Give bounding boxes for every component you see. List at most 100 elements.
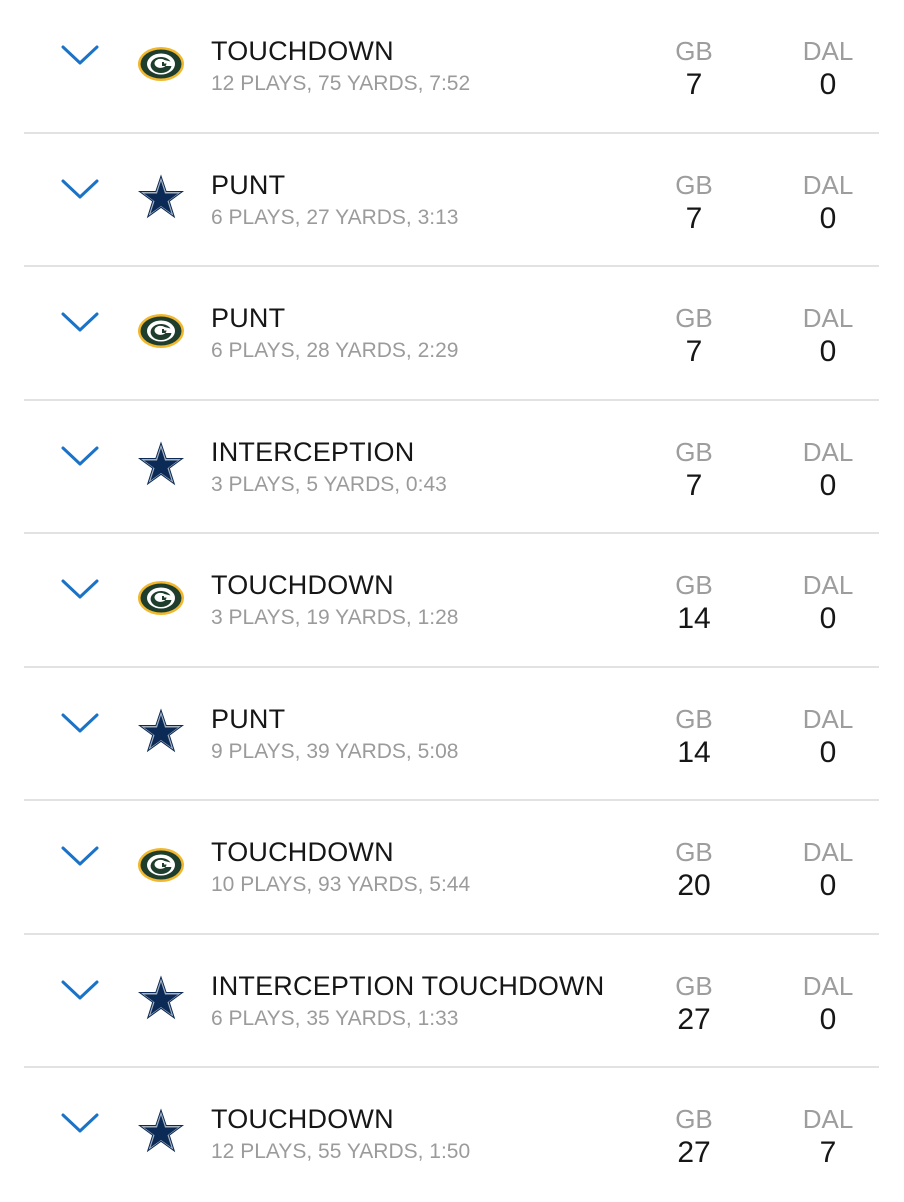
row-divider: [24, 265, 879, 267]
cowboys-star-icon: [137, 1108, 185, 1153]
chevron-down-icon[interactable]: [60, 843, 100, 869]
away-team-abbr: DAL: [802, 36, 854, 66]
home-score-column: GB 27: [644, 1104, 744, 1172]
away-score: 7: [819, 1136, 837, 1169]
away-score: 0: [819, 68, 837, 101]
home-team-abbr: GB: [675, 36, 713, 66]
away-score: 0: [819, 1002, 837, 1036]
drive-summary: 12 PLAYS, 55 YARDS, 1:50: [211, 1140, 471, 1163]
chevron-down-icon[interactable]: [60, 42, 100, 68]
row-divider: [24, 799, 879, 801]
home-team-abbr: GB: [675, 703, 713, 734]
home-score-column: GB 7: [644, 437, 744, 505]
drive-summary: 6 PLAYS, 27 YARDS, 3:13: [211, 205, 459, 229]
home-score-column: GB 7: [644, 36, 744, 104]
drive-result: PUNT: [211, 169, 286, 200]
chevron-down-icon[interactable]: [60, 977, 100, 1003]
drive-result: TOUCHDOWN: [211, 1104, 394, 1134]
home-score: 27: [677, 1136, 711, 1169]
away-score: 0: [819, 869, 837, 902]
packers-logo-icon: [138, 581, 184, 615]
home-score-column: GB 14: [644, 570, 744, 638]
chevron-down-icon[interactable]: [60, 576, 100, 602]
drive-summary: 3 PLAYS, 19 YARDS, 1:28: [211, 606, 459, 629]
row-divider: [24, 932, 879, 935]
away-score: 0: [819, 201, 837, 235]
home-score: 7: [685, 201, 703, 235]
away-score-column: DAL 0: [778, 36, 878, 104]
row-divider: [24, 665, 879, 668]
drive-result: TOUCHDOWN: [211, 570, 394, 600]
drive-row[interactable]: TOUCHDOWN 3 PLAYS, 19 YARDS, 1:28 GB 14 …: [0, 534, 904, 668]
away-score-column: DAL 0: [778, 437, 878, 505]
drive-summary: 9 PLAYS, 39 YARDS, 5:08: [211, 739, 459, 763]
home-score: 27: [677, 1002, 711, 1036]
away-score-column: DAL 0: [778, 570, 878, 638]
packers-logo-icon: [138, 47, 184, 81]
row-divider: [24, 398, 879, 401]
away-team-abbr: DAL: [802, 169, 854, 200]
drive-summary: 6 PLAYS, 28 YARDS, 2:29: [211, 339, 459, 362]
chevron-down-icon[interactable]: [60, 443, 100, 469]
drive-row[interactable]: TOUCHDOWN 10 PLAYS, 93 YARDS, 5:44 GB 20…: [0, 801, 904, 935]
drive-result: TOUCHDOWN: [211, 36, 394, 66]
home-score-column: GB 20: [644, 837, 744, 905]
away-team-abbr: DAL: [802, 970, 854, 1001]
packers-logo-icon: [138, 314, 184, 348]
away-score-column: DAL 0: [778, 170, 878, 238]
away-score: 0: [819, 602, 837, 635]
drive-row[interactable]: TOUCHDOWN 12 PLAYS, 75 YARDS, 7:52 GB 7 …: [0, 0, 904, 134]
drive-result: PUNT: [211, 703, 286, 734]
home-team-abbr: GB: [675, 303, 713, 333]
away-score-column: DAL 0: [778, 837, 878, 905]
drive-result: TOUCHDOWN: [211, 837, 394, 867]
away-team-abbr: DAL: [802, 436, 854, 467]
drive-row[interactable]: PUNT 9 PLAYS, 39 YARDS, 5:08 GB 14 DAL 0: [0, 668, 904, 801]
away-team-abbr: DAL: [802, 570, 854, 600]
away-score-column: DAL 0: [778, 704, 878, 772]
drive-result: PUNT: [211, 303, 286, 333]
chevron-down-icon[interactable]: [60, 1110, 100, 1136]
away-score-column: DAL 0: [778, 303, 878, 371]
chevron-down-icon[interactable]: [60, 710, 100, 736]
row-divider: [24, 131, 879, 134]
drive-row[interactable]: INTERCEPTION TOUCHDOWN 6 PLAYS, 35 YARDS…: [0, 935, 904, 1068]
away-score-column: DAL 7: [778, 1104, 878, 1172]
packers-logo-icon: [138, 848, 184, 882]
home-team-abbr: GB: [675, 436, 713, 467]
cowboys-star-icon: [137, 974, 185, 1019]
drive-row[interactable]: PUNT 6 PLAYS, 27 YARDS, 3:13 GB 7 DAL 0: [0, 134, 904, 267]
home-team-abbr: GB: [675, 970, 713, 1001]
drive-summary: 10 PLAYS, 93 YARDS, 5:44: [211, 873, 471, 896]
chevron-down-icon[interactable]: [60, 309, 100, 335]
away-team-abbr: DAL: [802, 837, 854, 867]
home-score: 7: [685, 335, 703, 368]
away-team-abbr: DAL: [802, 703, 854, 734]
away-team-abbr: DAL: [802, 303, 854, 333]
drive-row[interactable]: TOUCHDOWN 12 PLAYS, 55 YARDS, 1:50 GB 27…: [0, 1068, 904, 1202]
cowboys-star-icon: [137, 440, 185, 485]
cowboys-star-icon: [137, 173, 185, 218]
home-team-abbr: GB: [675, 1104, 713, 1134]
drive-summary: 6 PLAYS, 35 YARDS, 1:33: [211, 1006, 459, 1030]
home-score-column: GB 7: [644, 303, 744, 371]
home-team-abbr: GB: [675, 570, 713, 600]
home-score: 7: [685, 68, 703, 101]
away-score: 0: [819, 335, 837, 368]
drive-row[interactable]: INTERCEPTION 3 PLAYS, 5 YARDS, 0:43 GB 7…: [0, 401, 904, 534]
home-score: 20: [677, 869, 711, 902]
home-team-abbr: GB: [675, 169, 713, 200]
drive-summary: 3 PLAYS, 5 YARDS, 0:43: [211, 472, 447, 496]
away-score: 0: [819, 468, 837, 502]
away-team-abbr: DAL: [802, 1104, 854, 1134]
cowboys-star-icon: [137, 707, 185, 752]
chevron-down-icon[interactable]: [60, 176, 100, 202]
away-score: 0: [819, 735, 837, 769]
row-divider: [24, 532, 879, 534]
drive-result: INTERCEPTION: [211, 436, 415, 467]
drive-row[interactable]: PUNT 6 PLAYS, 28 YARDS, 2:29 GB 7 DAL 0: [0, 267, 904, 401]
home-team-abbr: GB: [675, 837, 713, 867]
home-score: 7: [685, 468, 703, 502]
home-score-column: GB 27: [644, 971, 744, 1039]
